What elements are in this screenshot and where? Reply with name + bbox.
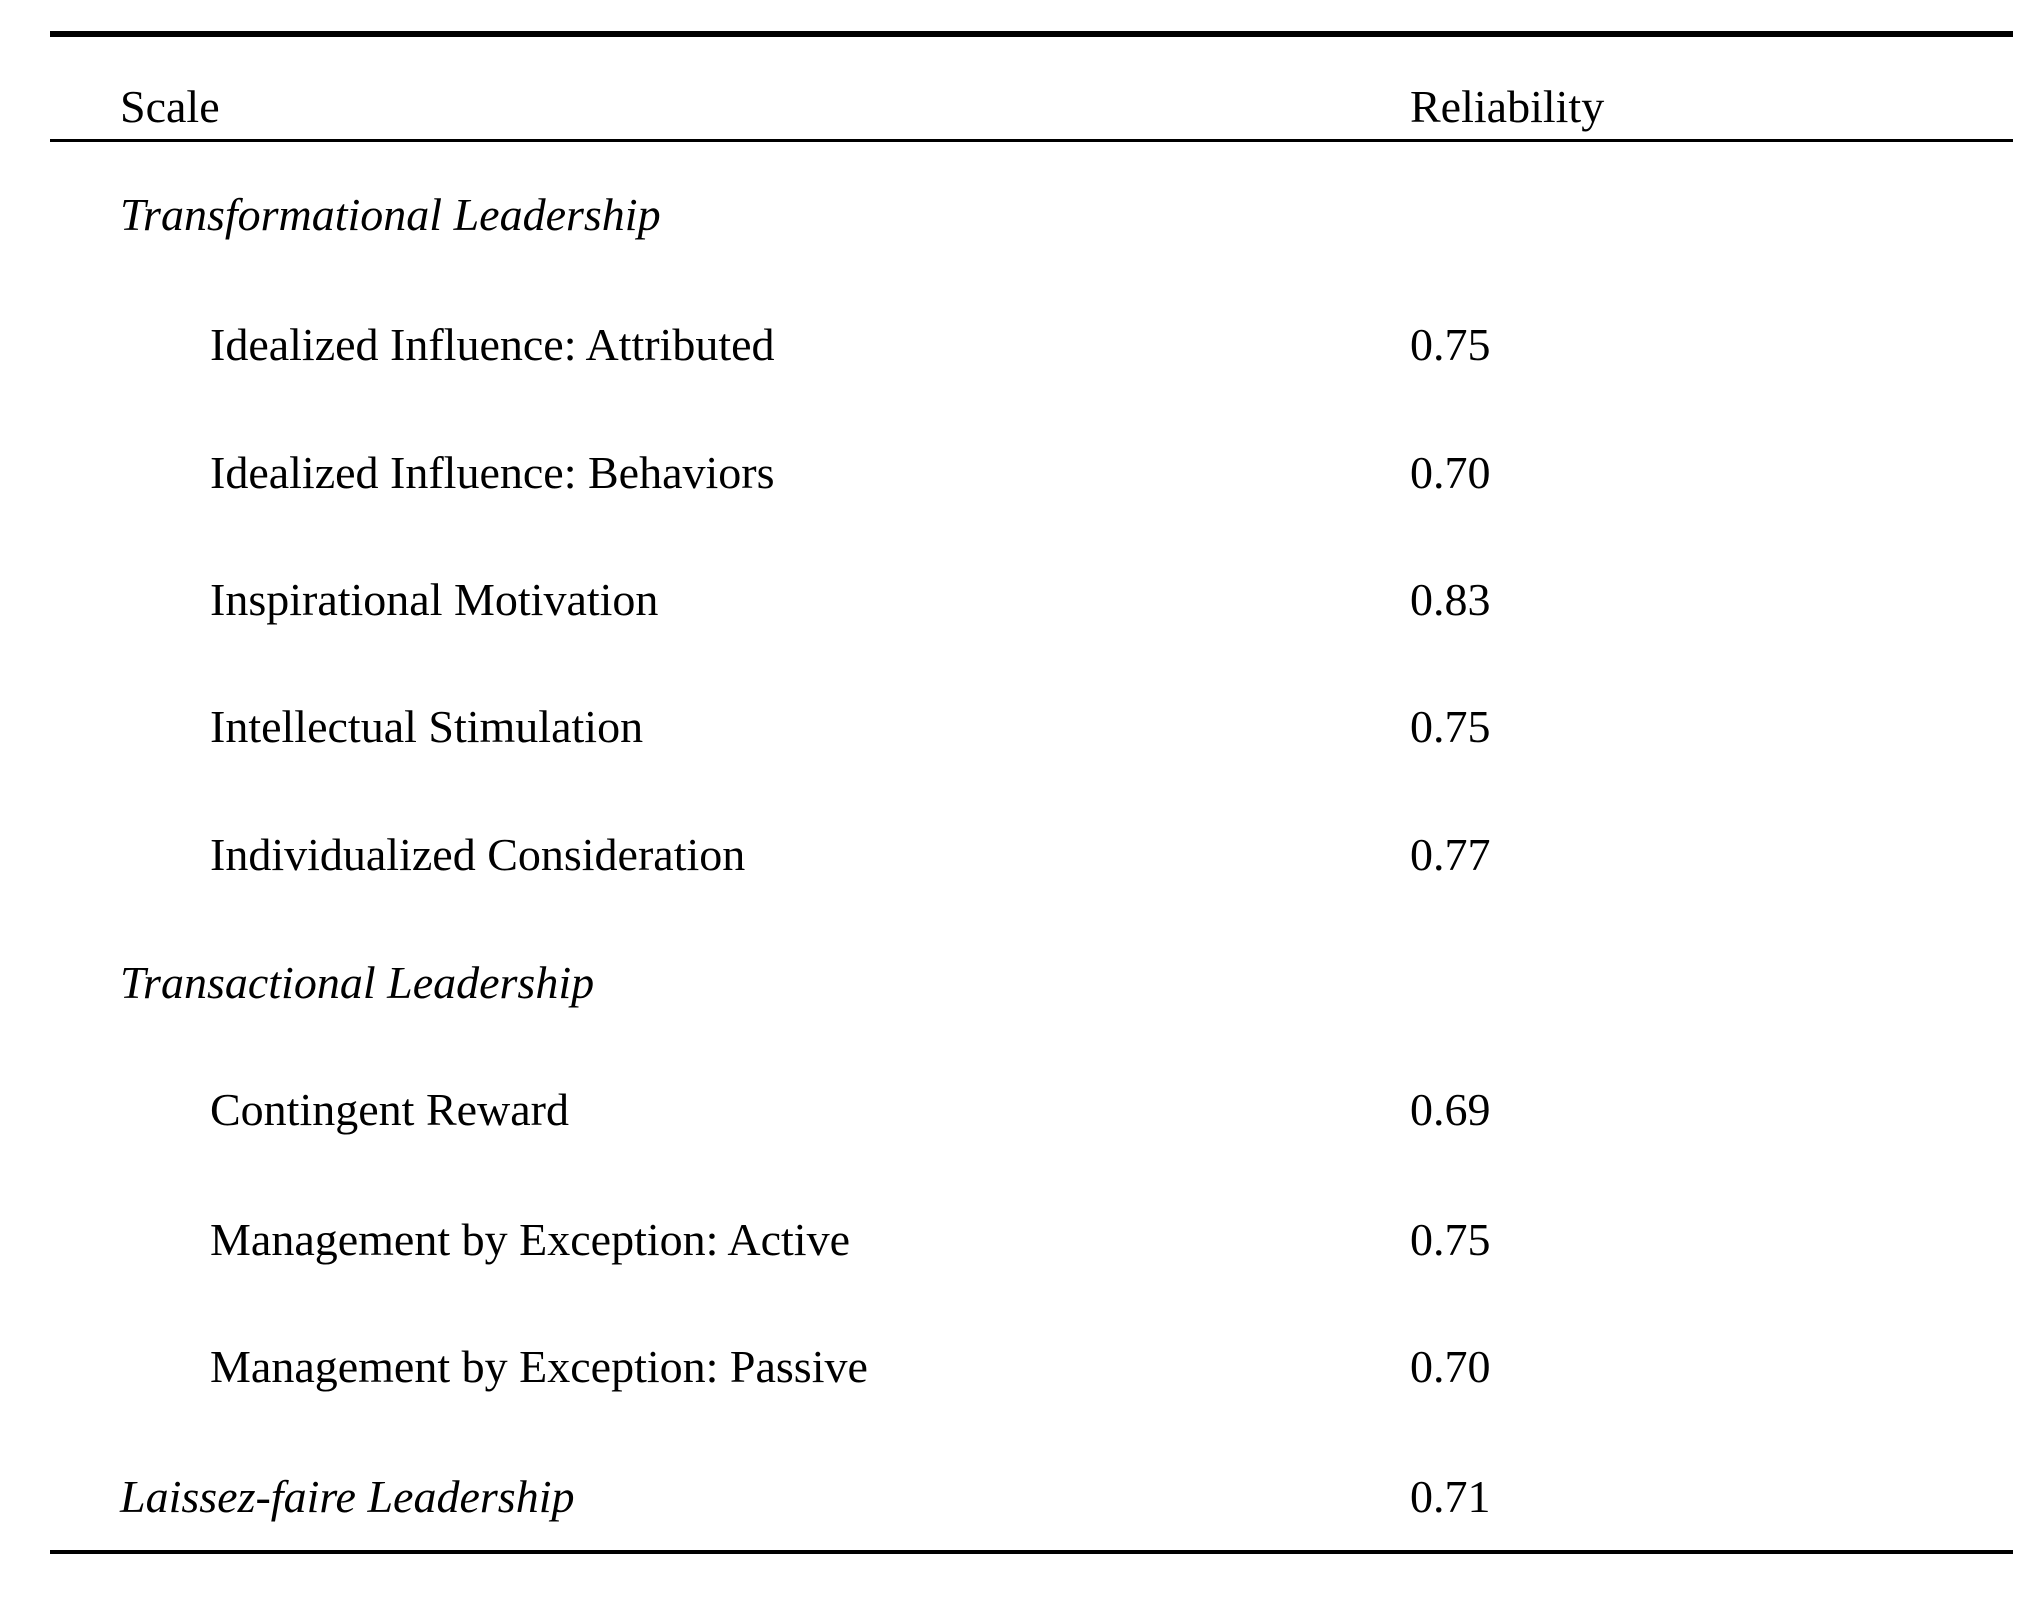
scale-cell: Individualized Consideration	[210, 829, 746, 880]
table-row: Idealized Influence: Behaviors 0.70	[0, 450, 2020, 496]
table-row: Contingent Reward 0.69	[0, 1087, 2020, 1133]
table-top-rule	[50, 31, 2013, 37]
reliability-cell: 0.75	[1410, 701, 1491, 752]
scale-cell: Laissez-faire Leadership	[120, 1471, 575, 1522]
scale-cell: Idealized Influence: Behaviors	[210, 447, 775, 498]
scale-cell: Intellectual Stimulation	[210, 701, 644, 752]
table-row: Laissez-faire Leadership 0.71	[0, 1474, 2020, 1520]
reliability-cell: 0.71	[1410, 1471, 1491, 1522]
scale-cell: Transformational Leadership	[120, 189, 661, 240]
reliability-cell: 0.77	[1410, 829, 1491, 880]
reliability-cell: 0.83	[1410, 574, 1491, 625]
table-row: Transactional Leadership	[0, 960, 2020, 1006]
scale-cell: Idealized Influence: Attributed	[210, 319, 775, 370]
scale-cell: Management by Exception: Active	[210, 1214, 850, 1265]
scale-cell: Contingent Reward	[210, 1084, 569, 1135]
table-row: Intellectual Stimulation 0.75	[0, 704, 2020, 750]
table-bottom-rule	[50, 1550, 2013, 1554]
reliability-cell: 0.75	[1410, 1214, 1491, 1265]
column-header-reliability: Reliability	[1410, 81, 1605, 132]
reliability-cell: 0.69	[1410, 1084, 1491, 1135]
column-header-scale: Scale	[120, 81, 220, 132]
table-row: Management by Exception: Passive 0.70	[0, 1344, 2020, 1390]
reliability-cell: 0.70	[1410, 447, 1491, 498]
scale-cell: Management by Exception: Passive	[210, 1341, 868, 1392]
table-row: Idealized Influence: Attributed 0.75	[0, 322, 2020, 368]
table-row: Individualized Consideration 0.77	[0, 832, 2020, 878]
reliability-cell: 0.70	[1410, 1341, 1491, 1392]
table-row: Inspirational Motivation 0.83	[0, 577, 2020, 623]
reliability-cell: 0.75	[1410, 319, 1491, 370]
table-row: Transformational Leadership	[0, 192, 2020, 238]
scale-cell: Transactional Leadership	[120, 957, 595, 1008]
scale-cell: Inspirational Motivation	[210, 574, 659, 625]
table-header-rule	[50, 139, 2013, 142]
table-row: Management by Exception: Active 0.75	[0, 1217, 2020, 1263]
